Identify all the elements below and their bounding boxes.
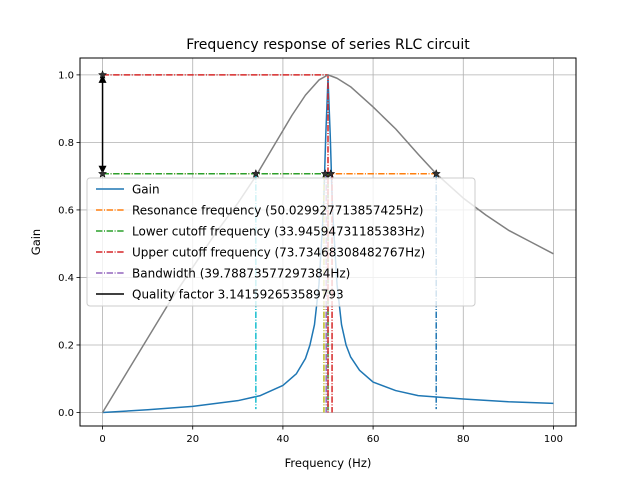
x-axis-label: Frequency (Hz) <box>285 456 372 470</box>
y-tick-label: 0.4 <box>58 273 74 284</box>
plot-frame <box>79 57 577 427</box>
x-tick-label: 100 <box>544 434 563 445</box>
star-marker-2 <box>251 168 261 178</box>
legend-label-5: Quality factor 3.141592653589793 <box>132 287 344 301</box>
x-tick-label: 20 <box>186 434 199 445</box>
y-axis-label: Gain <box>29 229 43 255</box>
tick-layer: 0 20 40 60 80 100 0.0 0.2 0.4 0.6 0.8 1.0 <box>58 70 563 445</box>
legend-label-2: Lower cutoff frequency (33.9459473118538… <box>132 224 425 238</box>
x-tick-label: 60 <box>367 434 380 445</box>
y-tick-label: 0.6 <box>58 205 74 216</box>
star-marker-5 <box>431 168 441 178</box>
x-tick-label: 80 <box>457 434 470 445</box>
star-marker-4 <box>326 168 336 178</box>
legend-label-4: Bandwidth (39.78873577297384Hz) <box>132 266 350 280</box>
x-tick-label: 40 <box>277 434 290 445</box>
legend-label-3: Upper cutoff frequency (73.7346830848276… <box>132 245 425 259</box>
y-tick-label: 0.0 <box>58 408 74 419</box>
legend-label-1: Resonance frequency (50.029927713857425H… <box>132 203 423 217</box>
y-tick-label: 0.8 <box>58 138 74 149</box>
star-marker-1 <box>97 168 108 178</box>
legend-box <box>86 177 476 307</box>
y-tick-label: 0.2 <box>58 340 74 351</box>
x-tick-label: 0 <box>99 434 105 445</box>
star-marker-0 <box>97 69 108 79</box>
quality-arrow-head-top <box>98 74 107 83</box>
y-tick-label: 1.0 <box>58 70 74 81</box>
legend: Gain Resonance frequency (50.029927713857… <box>86 177 476 307</box>
chart-title: Frequency response of series RLC circuit <box>186 37 470 53</box>
legend-label-0: Gain <box>132 182 160 196</box>
